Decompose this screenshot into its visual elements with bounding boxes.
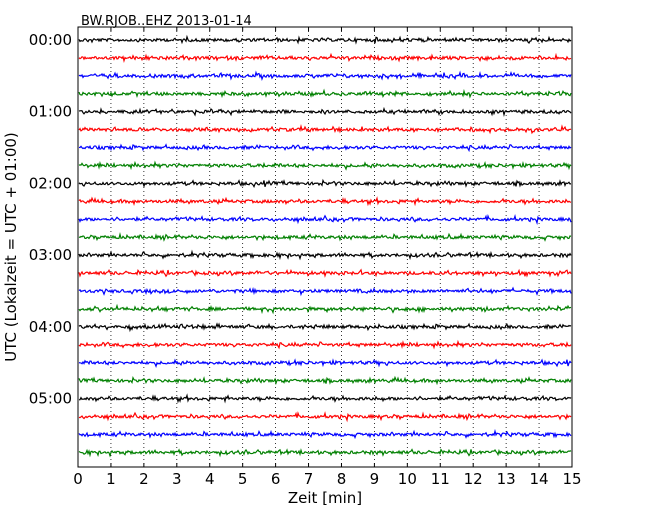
seismogram-trace <box>78 232 572 242</box>
seismogram-trace <box>78 448 572 458</box>
seismogram-trace <box>78 213 572 226</box>
seismogram-trace <box>78 375 572 386</box>
y-tick-label: 05:00 <box>29 390 72 408</box>
x-tick-label: 3 <box>172 470 182 488</box>
x-tick-label: 10 <box>398 470 417 488</box>
x-tick-label: 5 <box>238 470 248 488</box>
seismogram-trace <box>78 358 572 369</box>
y-tick-label: 04:00 <box>29 318 72 336</box>
seismogram-trace <box>78 124 572 135</box>
x-tick-label: 14 <box>530 470 549 488</box>
seismogram-trace <box>78 268 572 278</box>
seismogram-trace <box>78 322 572 333</box>
x-tick-label: 0 <box>73 470 83 488</box>
seismogram-trace <box>78 303 572 315</box>
seismogram-trace <box>78 339 572 350</box>
seismogram-trace <box>78 143 572 153</box>
seismogram-trace <box>78 88 572 99</box>
seismogram-trace <box>78 52 572 64</box>
seismogram-trace <box>78 34 572 45</box>
x-tick-label: 11 <box>431 470 450 488</box>
seismogram-trace <box>78 70 572 81</box>
seismogram-trace <box>78 249 572 261</box>
y-tick-label: 00:00 <box>29 31 72 49</box>
x-axis-label: Zeit [min] <box>288 489 362 507</box>
y-tick-label: 01:00 <box>29 103 72 121</box>
x-tick-label: 9 <box>370 470 380 488</box>
seismogram-trace <box>78 428 572 440</box>
x-tick-label: 7 <box>304 470 314 488</box>
chart-title: BW.RJOB..EHZ 2013-01-14 <box>81 14 252 29</box>
seismogram-trace <box>78 393 572 404</box>
x-tick-label: 13 <box>497 470 516 488</box>
seismogram-traces <box>78 34 572 458</box>
seismogram-trace <box>78 196 572 207</box>
x-tick-label: 4 <box>205 470 215 488</box>
plot-frame <box>77 26 573 468</box>
x-tick-label: 6 <box>271 470 281 488</box>
y-tick-label: 02:00 <box>29 174 72 192</box>
x-grid <box>110 27 540 467</box>
y-axis-label: UTC (Lokalzeit = UTC + 01:00) <box>2 132 20 362</box>
seismogram-trace <box>78 178 572 189</box>
y-tick-label: 03:00 <box>29 246 72 264</box>
seismogram-trace <box>78 411 572 423</box>
x-tick-label: 8 <box>337 470 347 488</box>
seismogram-trace <box>78 106 572 118</box>
x-tick-label: 15 <box>562 470 581 488</box>
x-tick-label: 2 <box>139 470 149 488</box>
seismogram-trace <box>78 286 572 297</box>
x-tick-label: 12 <box>464 470 483 488</box>
seismogram-trace <box>78 160 572 171</box>
x-axis: 0 1 2 3 4 5 6 7 8 9 10 11 12 13 14 15 <box>73 27 582 488</box>
y-axis: 00:00 01:00 02:00 03:00 04:00 05:00 <box>29 31 72 408</box>
x-tick-label: 1 <box>106 470 116 488</box>
